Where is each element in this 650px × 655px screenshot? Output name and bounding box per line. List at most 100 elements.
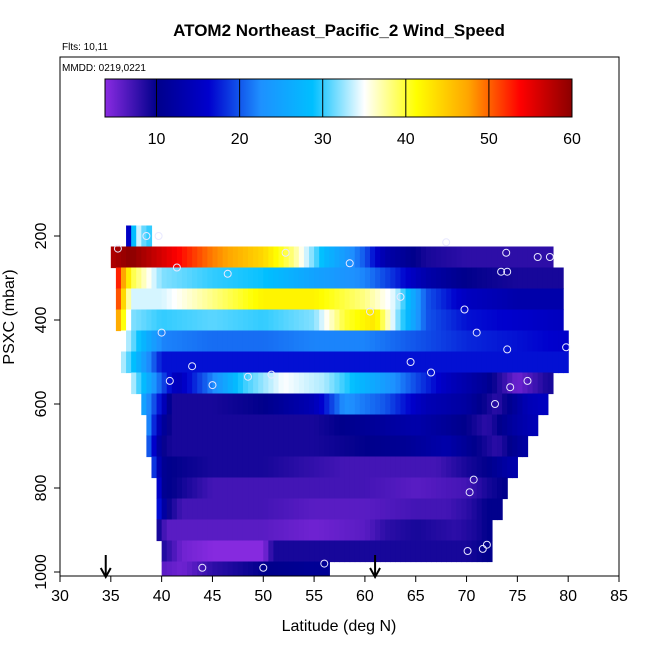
heatmap-cell [497,372,503,395]
heatmap-cell [156,393,163,416]
heatmap-cell [258,414,264,437]
heatmap-cell [405,540,412,563]
heatmap-cell [364,519,371,542]
heatmap-cell [253,330,259,353]
heatmap-cell [314,393,320,416]
heatmap-cell [329,288,336,311]
heatmap-cell [303,414,310,437]
x-tick-label: 65 [407,588,425,605]
heatmap-cell [207,540,214,563]
heatmap-cell [400,372,407,395]
heatmap-cell [405,393,412,416]
heatmap-cell [319,267,325,290]
heatmap-cell [141,393,147,416]
heatmap-cell [390,288,396,311]
heatmap-cell [324,309,330,332]
heatmap-cell [349,246,356,269]
heatmap-cell [207,477,214,500]
heatmap-cell [395,540,402,563]
heatmap-cell [258,498,264,521]
heatmap-cell [410,372,417,395]
heatmap-cell [415,414,422,437]
heatmap-cell [161,393,168,416]
heatmap-cell [461,351,468,374]
heatmap-cell [181,330,188,353]
heatmap-cell [283,330,290,353]
heatmap-cell [486,456,493,479]
heatmap-cell [369,288,376,311]
heatmap-cell [552,330,559,353]
heatmap-cell [207,309,214,332]
heatmap-cell [248,540,254,563]
heatmap-cell [181,561,188,576]
heatmap-cell [354,351,361,374]
heatmap-cell [334,393,341,416]
heatmap-cell [446,267,452,290]
heatmap-cell [314,540,320,563]
heatmap-cell [283,372,290,395]
heatmap-cell [212,456,219,479]
heatmap-cell [187,519,193,542]
heatmap-cell [156,351,163,374]
heatmap-cell [537,309,544,332]
heatmap-cell [207,498,214,521]
heatmap-cell [547,351,554,374]
heatmap-cell [248,456,254,479]
heatmap-cell [542,309,549,332]
heatmap-cell [486,414,493,437]
heatmap-cell [369,393,376,416]
heatmap-cell [278,393,285,416]
heatmap-cell [369,456,376,479]
heatmap-cell [298,267,305,290]
heatmap-cell [375,519,381,542]
heatmap-cells [110,225,569,576]
heatmap-cell [339,519,346,542]
heatmap-cell [436,498,442,521]
heatmap-cell [385,288,391,311]
heatmap-cell [181,267,188,290]
heatmap-cell [364,393,371,416]
heatmap-cell [324,456,330,479]
heatmap-cell [207,288,214,311]
heatmap-cell [288,519,295,542]
heatmap-cell [151,330,158,353]
heatmap-cell [344,351,351,374]
heatmap-cell [217,414,224,437]
heatmap-cell [364,498,371,521]
heatmap-cell [187,246,193,269]
heatmap-cell [481,477,488,500]
heatmap-cell [131,246,137,269]
heatmap-cell [237,498,244,521]
flight-point [172,263,181,272]
heatmap-cell [232,309,239,332]
heatmap-cell [532,309,539,332]
heatmap-cell [400,330,407,353]
heatmap-cell [324,288,330,311]
heatmap-cell [171,351,178,374]
heatmap-cell [151,435,158,458]
heatmap-cell [471,540,478,563]
heatmap-cell [329,267,336,290]
heatmap-cell [471,288,478,311]
heatmap-cell [532,267,539,290]
heatmap-cell [420,351,427,374]
heatmap-cell [309,414,315,437]
heatmap-cell [324,267,330,290]
heatmap-cell [349,330,356,353]
heatmap-cell [192,519,198,542]
heatmap-cell [258,351,264,374]
heatmap-cell [166,330,173,353]
heatmap-cell [420,540,427,563]
heatmap-cell [181,414,188,437]
flight-track-points [113,232,571,572]
heatmap-cell [131,288,137,311]
heatmap-cell [263,498,269,521]
heatmap-cell [476,540,483,563]
heatmap-cell [263,372,269,395]
heatmap-cell [522,309,529,332]
heatmap-cell [456,414,463,437]
heatmap-cell [481,351,488,374]
heatmap-cell [324,330,330,353]
flight-point [396,292,405,301]
heatmap-cell [192,435,198,458]
